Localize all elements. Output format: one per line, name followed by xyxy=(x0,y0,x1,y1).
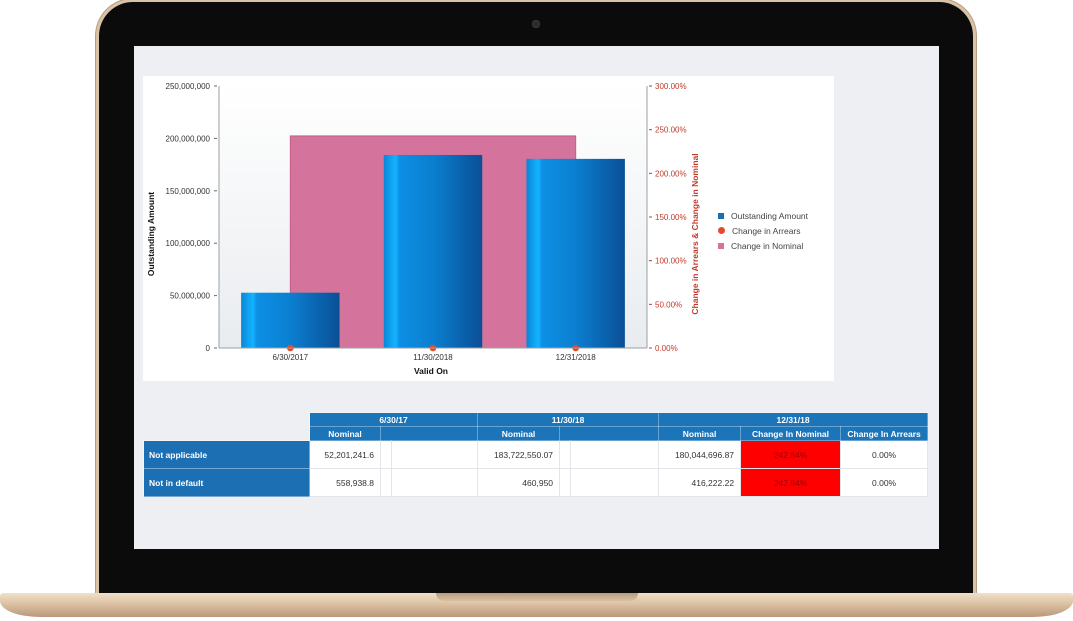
cell-empty xyxy=(570,440,660,469)
cell-empty xyxy=(570,468,660,497)
app-screen: 250,000,000 200,000,000 150,000,000 100,000… xyxy=(134,46,939,549)
table-corner xyxy=(144,427,310,441)
right-tick-label: 150.00% xyxy=(655,213,687,222)
legend-item-change-in-arrears[interactable]: Change in Arrears xyxy=(718,223,833,238)
right-tick-label: 50.00% xyxy=(655,300,682,309)
column-header-change-in-arrears: Change In Arrears xyxy=(840,426,929,441)
legend-label: Change in Nominal xyxy=(731,240,804,251)
cell-empty xyxy=(380,468,392,497)
legend-label: Outstanding Amount xyxy=(731,210,809,221)
table-corner xyxy=(144,413,310,427)
column-header-empty xyxy=(559,426,660,441)
chart-panel: 250,000,000 200,000,000 150,000,000 100,000… xyxy=(143,76,834,381)
cell-nominal: 460,950 xyxy=(477,468,561,497)
cell-change-in-nominal: 242.84% xyxy=(740,468,842,497)
left-tick-label: 50,000,000 xyxy=(170,292,211,301)
square-icon xyxy=(718,212,724,219)
x-tick-label: 12/31/2018 xyxy=(556,353,597,362)
right-axis-title: Change in Arrears & Change in Nominal xyxy=(690,153,700,314)
column-group-header: 11/30/18 xyxy=(477,412,660,427)
column-header-nominal: Nominal xyxy=(658,426,742,441)
chart-legend: Outstanding Amount Change in Arrears Cha… xyxy=(718,208,833,253)
left-axis-title: Outstanding Amount xyxy=(146,192,156,276)
bar-outstanding-amount-3 xyxy=(526,158,625,348)
legend-item-outstanding-amount[interactable]: Outstanding Amount xyxy=(718,208,833,223)
cell-change-in-nominal: 242.84% xyxy=(740,440,842,469)
left-tick-label: 150,000,000 xyxy=(166,187,211,196)
right-tick-label: 100.00% xyxy=(655,257,687,266)
cell-nominal: 180,044,696.87 xyxy=(658,440,742,469)
left-tick-label: 200,000,000 xyxy=(166,134,211,143)
cell-change-in-arrears: 0.00% xyxy=(840,440,929,469)
square-icon xyxy=(718,242,724,249)
right-tick-label: 300.00% xyxy=(655,82,687,91)
column-group-header: 6/30/17 xyxy=(308,412,479,427)
left-tick-label: 100,000,000 xyxy=(166,239,211,248)
legend-label: Change in Arrears xyxy=(732,225,801,236)
bar-outstanding-amount-1 xyxy=(241,292,340,348)
table-row: Not applicable 52,201,241.6 183,722,550.… xyxy=(143,440,929,469)
cell-empty xyxy=(390,440,479,469)
x-tick-label: 6/30/2017 xyxy=(273,353,309,362)
column-header-nominal: Nominal xyxy=(309,426,381,441)
data-table: 6/30/17 11/30/18 12/31/18 Nominal Nomina… xyxy=(143,412,929,497)
cell-nominal: 183,722,550.07 xyxy=(477,440,561,469)
cell-nominal: 52,201,241.6 xyxy=(309,440,381,469)
column-header-nominal: Nominal xyxy=(477,426,561,441)
x-tick-label: 11/30/2018 xyxy=(413,353,453,362)
camera-icon xyxy=(532,20,540,28)
cell-nominal: 416,222.22 xyxy=(658,468,742,497)
cell-empty xyxy=(390,468,479,497)
right-tick-label: 200.00% xyxy=(655,169,687,178)
right-tick-label: 0.00% xyxy=(655,344,678,353)
combo-chart: 250,000,000 200,000,000 150,000,000 100,000… xyxy=(146,82,700,376)
cell-nominal: 558,938.8 xyxy=(309,468,381,497)
cell-change-in-arrears: 0.00% xyxy=(840,468,929,497)
legend-item-change-in-nominal[interactable]: Change in Nominal xyxy=(718,238,833,253)
cell-empty xyxy=(559,468,572,497)
left-tick-label: 250,000,000 xyxy=(166,82,211,91)
circle-icon xyxy=(718,227,725,234)
right-tick-label: 250.00% xyxy=(655,126,687,135)
column-header-empty xyxy=(379,426,479,441)
cell-empty xyxy=(559,440,572,469)
cell-empty xyxy=(380,440,392,469)
row-header: Not in default xyxy=(143,468,310,497)
row-header: Not applicable xyxy=(143,440,310,469)
laptop-notch xyxy=(436,593,638,601)
column-header-change-in-nominal: Change In Nominal xyxy=(740,426,842,441)
x-axis-title: Valid On xyxy=(414,366,448,376)
column-group-header: 12/31/18 xyxy=(658,412,929,427)
table-row: Not in default 558,938.8 460,950 416,222… xyxy=(143,468,929,497)
bar-outstanding-amount-2 xyxy=(383,154,483,348)
left-tick-label: 0 xyxy=(206,344,211,353)
